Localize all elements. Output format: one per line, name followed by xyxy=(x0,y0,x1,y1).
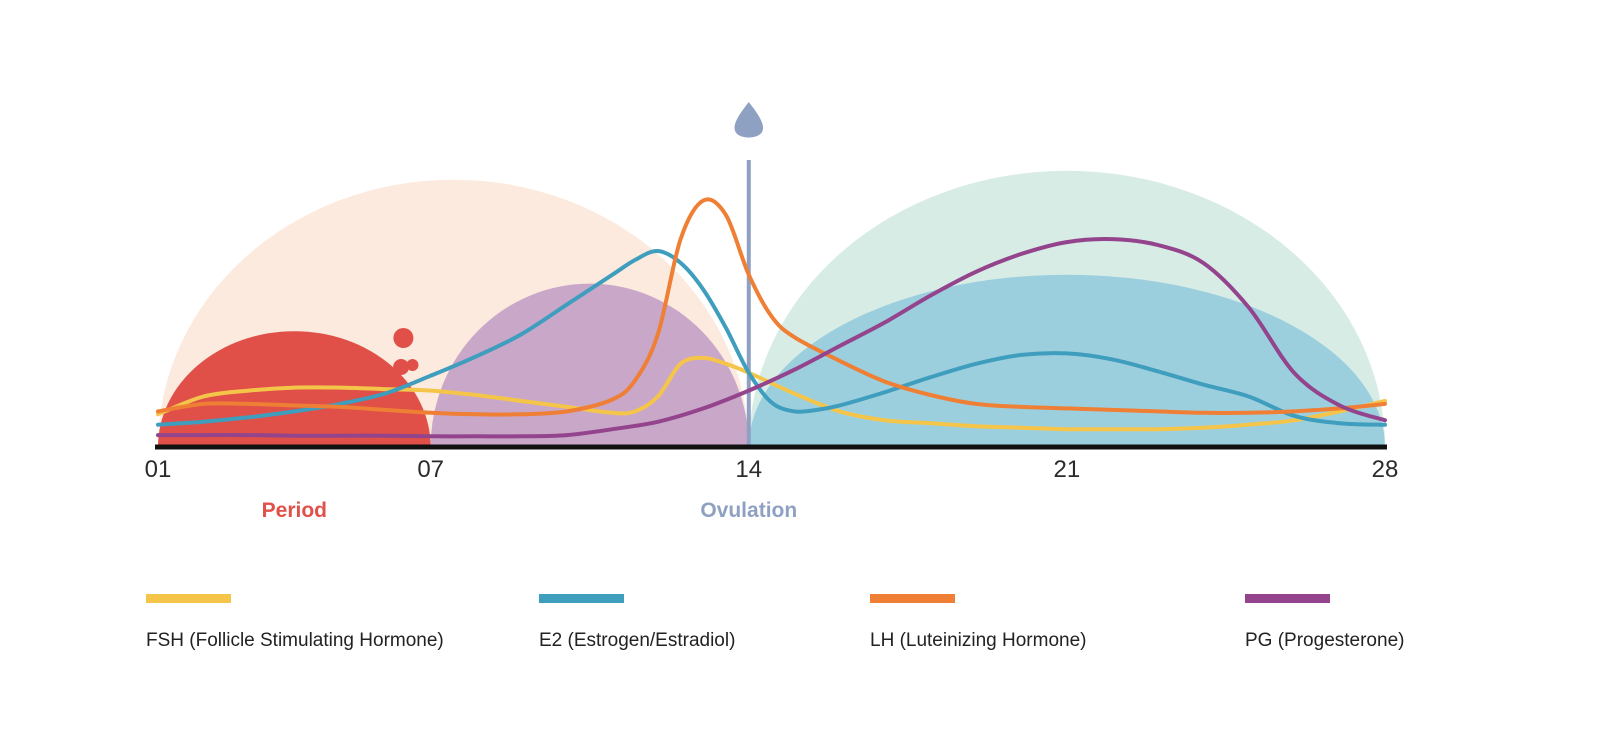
x-tick-label: 14 xyxy=(735,456,762,483)
period-droplets xyxy=(393,328,419,375)
x-tick-labels: 01 07 14 21 28 xyxy=(145,456,1399,483)
period-droplet xyxy=(393,359,410,375)
x-tick-label: 07 xyxy=(417,456,444,483)
legend-label: PG (Progesterone) xyxy=(1245,630,1404,651)
series-line-e2 xyxy=(156,248,1387,427)
series-line-fsh xyxy=(156,355,1387,432)
period-label: Period xyxy=(262,499,327,522)
legend-swatch xyxy=(870,594,955,603)
egg-icon xyxy=(734,102,764,138)
x-tick-label: 28 xyxy=(1372,456,1399,483)
period-droplet xyxy=(393,328,414,348)
phase-background-layer xyxy=(158,170,1385,447)
period-droplet xyxy=(406,359,419,371)
legend-item-pg: PG (Progesterone) xyxy=(1245,594,1404,651)
legend-item-e2: E2 (Estrogen/Estradiol) xyxy=(539,594,735,651)
follicle-growth-area xyxy=(430,283,749,447)
x-tick-label: 21 xyxy=(1054,456,1081,483)
legend-item-lh: LH (Luteinizing Hormone) xyxy=(870,594,1087,651)
legend-swatch xyxy=(146,594,231,603)
legend-swatch xyxy=(539,594,624,603)
luteal-inner-area xyxy=(748,274,1385,447)
legend-item-fsh: FSH (Follicle Stimulating Hormone) xyxy=(146,594,444,651)
series-line-lh xyxy=(156,197,1387,417)
x-tick-label: 01 xyxy=(145,456,172,483)
series-line-pg xyxy=(156,236,1387,439)
legend: FSH (Follicle Stimulating Hormone) E2 (Es… xyxy=(146,594,1404,651)
legend-label: E2 (Estrogen/Estradiol) xyxy=(539,630,735,651)
legend-swatch xyxy=(1245,594,1330,603)
legend-label: LH (Luteinizing Hormone) xyxy=(870,630,1087,651)
legend-label: FSH (Follicle Stimulating Hormone) xyxy=(146,630,444,651)
series-layer xyxy=(156,197,1387,439)
ovulation-label: Ovulation xyxy=(700,499,797,522)
phase-labels: Period Ovulation xyxy=(262,499,798,522)
